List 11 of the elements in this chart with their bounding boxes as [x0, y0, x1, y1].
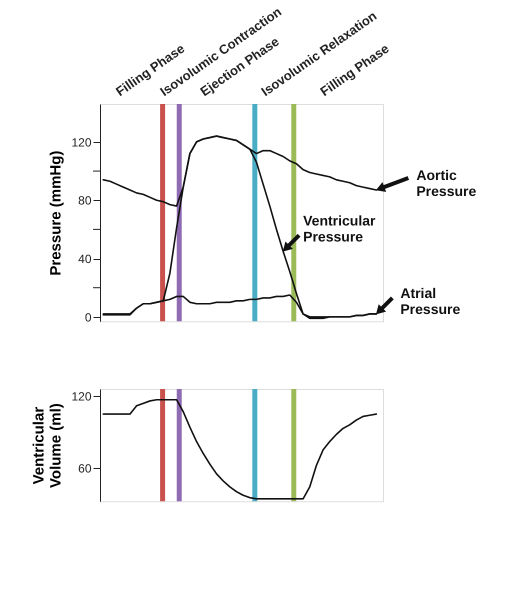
y-tick-label: 60	[78, 461, 92, 476]
y-tick-label: 120	[71, 135, 92, 150]
y-axis-title: Pressure (mmHg)	[47, 150, 64, 276]
legend-label: Atrial Pressure	[400, 284, 460, 317]
legend-label: Aortic Pressure	[416, 167, 476, 200]
series-label: Ventricular Pressure	[303, 212, 376, 244]
y-tick-label: 0	[84, 310, 92, 324]
y-tick-label: 40	[78, 252, 92, 266]
y-tick-label: 80	[78, 194, 92, 208]
y-axis-title: Ventricular Volume (ml)	[30, 403, 64, 488]
y-tick-label: 120	[71, 390, 92, 404]
